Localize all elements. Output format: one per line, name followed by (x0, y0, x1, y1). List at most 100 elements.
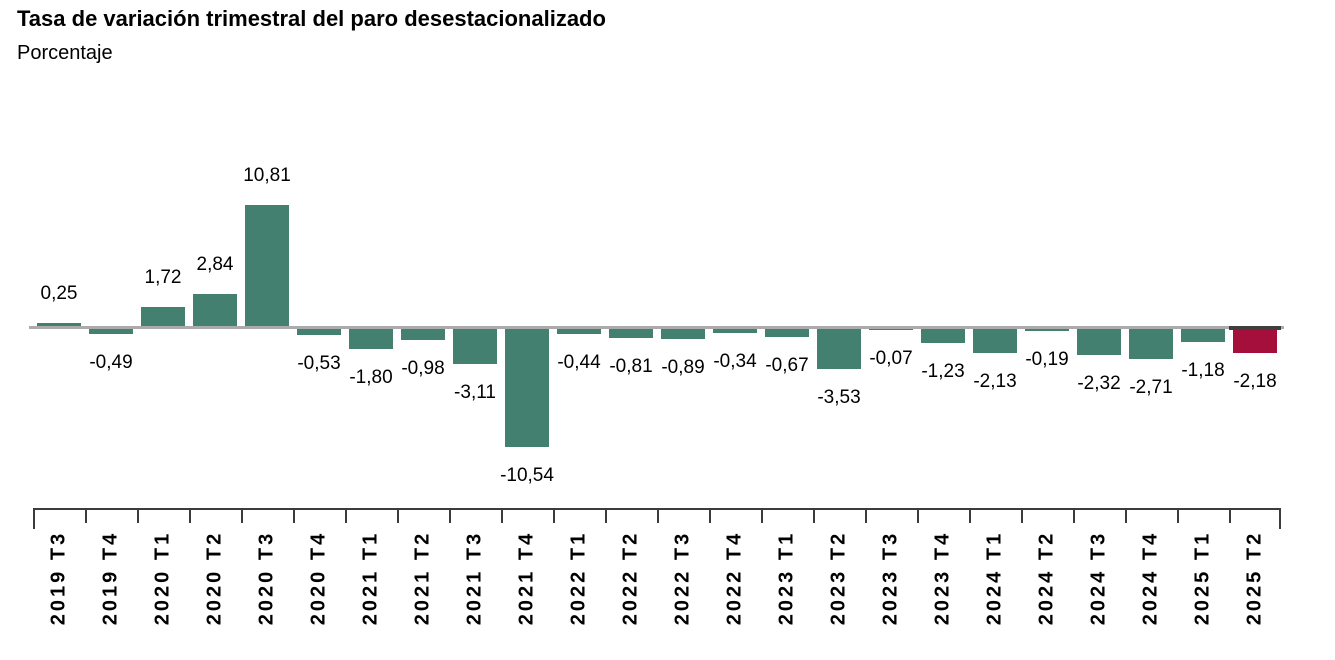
x-tick (449, 508, 451, 523)
bar-value-label: -0,07 (869, 348, 913, 369)
x-tick (1073, 508, 1075, 523)
x-tick-label: 2020 T4 (307, 530, 330, 626)
bar-2022-T1 (557, 329, 601, 334)
bar-value-label: -0,53 (297, 353, 341, 374)
bar-value-label: -1,18 (1181, 360, 1225, 381)
chart-subtitle: Porcentaje (17, 42, 113, 64)
bar-2023-T1 (765, 329, 809, 337)
x-tick-label: 2024 T3 (1087, 530, 1110, 626)
bar-value-label: -10,54 (500, 465, 554, 486)
x-tick (345, 508, 347, 523)
x-tick-label: 2023 T3 (879, 530, 902, 626)
x-tick-label: 2021 T2 (411, 530, 434, 626)
bar-value-label: -1,23 (921, 361, 965, 382)
bar-value-label: -1,80 (349, 367, 393, 388)
x-tick (293, 508, 295, 523)
bar-2022-T2 (609, 329, 653, 338)
x-tick-label: 2025 T1 (1191, 530, 1214, 626)
x-tick (241, 508, 243, 523)
x-tick-label: 2024 T1 (983, 530, 1006, 626)
bar-2022-T4 (713, 329, 757, 333)
bar-2024-T1 (973, 329, 1017, 353)
bar-2021-T2 (401, 329, 445, 340)
x-tick (969, 508, 971, 523)
bar-value-label: -0,98 (401, 358, 445, 379)
x-tick (709, 508, 711, 523)
x-tick (1125, 508, 1127, 523)
x-tick (137, 508, 139, 523)
highlight-baseline-segment (1229, 326, 1281, 330)
bar-2023-T2 (817, 329, 861, 369)
bar-2021-T4 (505, 329, 549, 447)
x-tick-label: 2021 T4 (515, 530, 538, 626)
x-tick-label: 2019 T4 (99, 530, 122, 626)
x-tick-label: 2022 T2 (619, 530, 642, 626)
x-tick-label: 2020 T2 (203, 530, 226, 626)
x-tick-label: 2023 T4 (931, 530, 954, 626)
x-tick-label: 2019 T3 (47, 530, 70, 626)
x-tick (85, 508, 87, 523)
x-tick (761, 508, 763, 523)
bar-2019-T3 (37, 323, 81, 326)
bar-2024-T2 (1025, 329, 1069, 331)
bar-value-label: -0,49 (89, 352, 133, 373)
bar-value-label: -2,18 (1233, 371, 1277, 392)
x-tick (605, 508, 607, 523)
bar-value-label: 2,84 (196, 254, 234, 275)
x-tick (1177, 508, 1179, 523)
bar-value-label: 0,25 (40, 283, 78, 304)
bar-2024-T4 (1129, 329, 1173, 359)
x-tick-label: 2022 T4 (723, 530, 746, 626)
zero-baseline (29, 326, 1284, 329)
bar-2021-T3 (453, 329, 497, 364)
x-tick-label: 2021 T1 (359, 530, 382, 626)
x-tick (189, 508, 191, 523)
x-tick-label: 2020 T3 (255, 530, 278, 626)
bar-2025-T2 (1233, 329, 1277, 353)
bar-2025-T1 (1181, 329, 1225, 342)
bar-2023-T4 (921, 329, 965, 343)
x-tick (657, 508, 659, 523)
x-tick (1021, 508, 1023, 523)
x-tick (1279, 508, 1281, 529)
bar-value-label: -3,11 (454, 382, 496, 403)
bar-2020-T3 (245, 205, 289, 326)
x-tick-label: 2025 T2 (1243, 530, 1266, 626)
bar-2020-T1 (141, 307, 185, 326)
x-tick (397, 508, 399, 523)
bar-value-label: 10,81 (243, 165, 291, 186)
bar-2020-T2 (193, 294, 237, 326)
x-tick (33, 508, 35, 529)
x-tick-label: 2021 T3 (463, 530, 486, 626)
x-tick-label: 2022 T3 (671, 530, 694, 626)
bar-value-label: -0,81 (609, 356, 653, 377)
x-tick-label: 2023 T2 (827, 530, 850, 626)
chart-title: Tasa de variación trimestral del paro de… (17, 6, 606, 31)
bar-value-label: 1,72 (144, 267, 182, 288)
x-tick (1229, 508, 1231, 523)
x-tick-label: 2024 T4 (1139, 530, 1162, 626)
bar-2023-T3 (869, 329, 913, 330)
x-tick-label: 2020 T1 (151, 530, 174, 626)
bar-2020-T4 (297, 329, 341, 335)
bar-value-label: -0,89 (661, 357, 705, 378)
bar-2021-T1 (349, 329, 393, 349)
bar-2022-T3 (661, 329, 705, 339)
bar-value-label: -2,13 (973, 371, 1017, 392)
x-tick (501, 508, 503, 523)
bar-value-label: -2,71 (1129, 377, 1173, 398)
bar-value-label: -2,32 (1077, 373, 1121, 394)
x-tick (917, 508, 919, 523)
x-tick (553, 508, 555, 523)
bar-value-label: -0,67 (765, 355, 809, 376)
bar-value-label: -0,44 (557, 352, 601, 373)
bar-value-label: -0,19 (1025, 349, 1069, 370)
x-tick-label: 2024 T2 (1035, 530, 1058, 626)
x-tick-label: 2023 T1 (775, 530, 798, 626)
x-tick-label: 2022 T1 (567, 530, 590, 626)
bar-value-label: -0,34 (713, 351, 757, 372)
x-tick (813, 508, 815, 523)
bar-2024-T3 (1077, 329, 1121, 355)
